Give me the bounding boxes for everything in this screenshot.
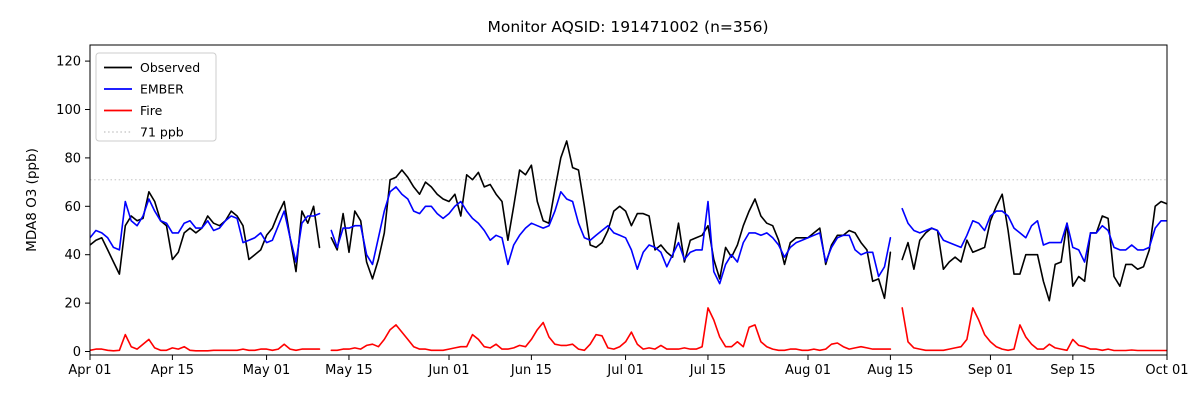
- y-tick-label: 20: [64, 297, 81, 312]
- x-tick-label: Jul 15: [689, 363, 726, 378]
- plot-frame: [89, 44, 1168, 356]
- x-tick-label: Apr 15: [151, 363, 194, 378]
- x-tick-label: Apr 01: [68, 363, 111, 378]
- series-line-fire: [90, 307, 1167, 352]
- legend-label: Observed: [140, 60, 200, 75]
- series-line-ember: [90, 186, 1167, 285]
- legend-label: Fire: [140, 103, 163, 118]
- y-tick-label: 40: [64, 248, 81, 263]
- x-tick-label: Jun 01: [428, 363, 470, 378]
- x-tick-label: Sep 01: [968, 363, 1013, 378]
- y-tick-label: 80: [64, 151, 81, 166]
- y-tick-label: 120: [56, 55, 81, 70]
- chart-generated-content: 0 20 40 60 80 100 120 Apr 01 Apr 15 May 01 May 15 J…: [56, 44, 1189, 378]
- x-tick-label: Oct 01: [1145, 363, 1188, 378]
- legend-box: [95, 52, 217, 142]
- x-tick-label: Jun 15: [510, 363, 552, 378]
- y-tick-label: 60: [64, 200, 81, 215]
- y-tick-label: 0: [73, 345, 81, 360]
- y-axis-label: MDA8 O3 (ppb): [24, 148, 40, 252]
- x-tick-label: May 15: [325, 363, 373, 378]
- x-tick-label: Sep 15: [1050, 363, 1095, 378]
- x-tick-label: Jul 01: [606, 363, 643, 378]
- chart-title: Monitor AQSID: 191471002 (n=356): [487, 18, 768, 36]
- legend-label: 71 ppb: [140, 125, 184, 140]
- y-tick-label: 100: [56, 103, 81, 118]
- x-tick-label: May 01: [243, 363, 291, 378]
- x-tick-label: Aug 15: [867, 363, 913, 378]
- series-line-observed: [90, 140, 1167, 302]
- x-tick-label: Aug 01: [785, 363, 831, 378]
- legend-label: EMBER: [140, 82, 184, 97]
